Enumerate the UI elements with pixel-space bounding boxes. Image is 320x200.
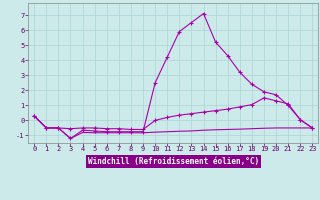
X-axis label: Windchill (Refroidissement éolien,°C): Windchill (Refroidissement éolien,°C) (88, 157, 259, 166)
